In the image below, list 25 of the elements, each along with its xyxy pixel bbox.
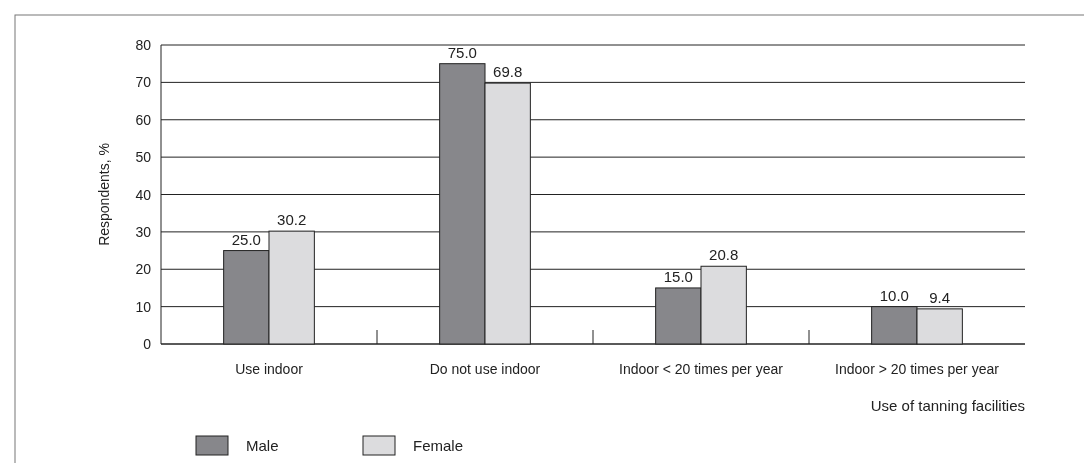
x-tick-label: Indoor < 20 times per year: [619, 361, 784, 377]
data-label: 20.8: [709, 246, 739, 264]
y-tick-label: 20: [135, 261, 152, 278]
data-label: 15.0: [663, 267, 693, 285]
y-axis-title: Respondents, %: [96, 143, 112, 246]
y-tick-label: 80: [135, 37, 152, 53]
x-tick-label: Indoor > 20 times per year: [835, 361, 1000, 377]
y-tick-label: 60: [135, 111, 152, 128]
y-tick-label: 70: [135, 74, 152, 91]
data-label: 69.8: [493, 63, 523, 81]
data-label: 75.0: [447, 43, 477, 61]
data-label: 9.4: [929, 288, 951, 306]
y-tick-label: 30: [135, 223, 152, 240]
data-label: 10.0: [879, 286, 909, 304]
y-tick-label: 10: [135, 298, 152, 315]
legend-label: Female: [413, 437, 464, 454]
data-label: 25.0: [231, 230, 261, 248]
legend-label: Male: [246, 437, 279, 454]
y-tick-label: 50: [135, 149, 152, 166]
data-label: 30.2: [277, 211, 307, 229]
x-axis-title: Use of tanning facilities: [870, 397, 1025, 414]
y-tick-label: 40: [135, 186, 152, 203]
x-tick-label: Use indoor: [235, 361, 304, 377]
x-tick-label: Do not use indoor: [429, 361, 541, 377]
y-tick-label: 0: [143, 336, 152, 352]
